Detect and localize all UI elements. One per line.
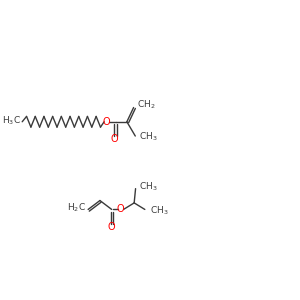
Text: O: O — [103, 117, 110, 127]
Text: CH$_3$: CH$_3$ — [150, 204, 169, 217]
Text: H$_2$C: H$_2$C — [67, 202, 86, 214]
Text: CH$_3$: CH$_3$ — [139, 131, 158, 143]
Text: O: O — [111, 134, 118, 144]
Text: O: O — [117, 204, 124, 214]
Text: O: O — [108, 222, 116, 232]
Text: CH$_2$: CH$_2$ — [137, 98, 155, 111]
Text: CH$_3$: CH$_3$ — [140, 181, 158, 193]
Text: H$_3$C: H$_3$C — [2, 115, 21, 128]
